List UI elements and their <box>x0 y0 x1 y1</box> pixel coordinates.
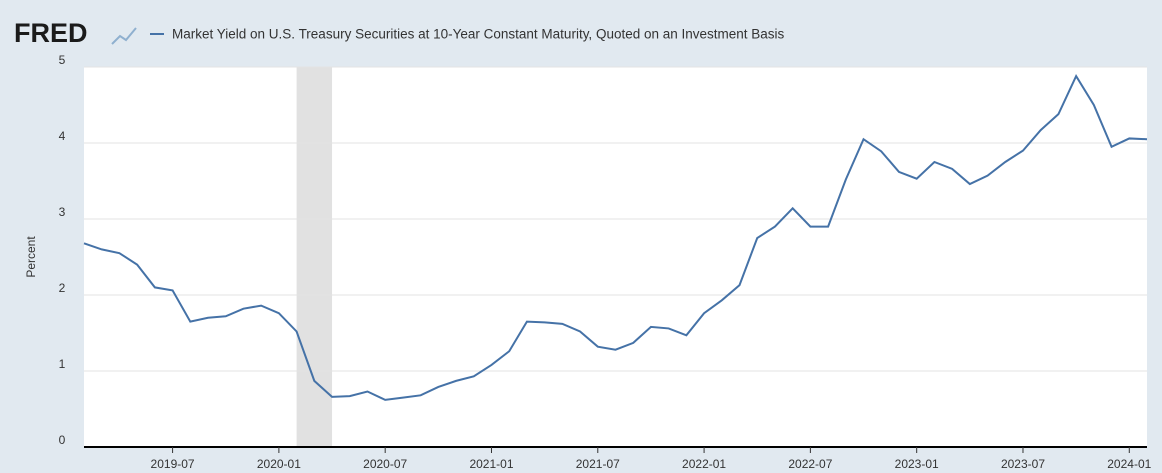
y-tick-label: 4 <box>59 129 66 143</box>
y-axis-label: Percent <box>24 236 38 278</box>
x-tick-label: 2024-01 <box>1107 457 1151 471</box>
y-tick-label: 1 <box>59 357 66 371</box>
x-tick-label: 2023-07 <box>1001 457 1045 471</box>
y-tick-label: 0 <box>59 433 66 447</box>
logo: FRED <box>14 18 88 48</box>
recession-shading <box>296 67 333 447</box>
x-tick-label: 2020-07 <box>363 457 407 471</box>
logo-icon <box>111 27 137 45</box>
x-tick-label: 2021-07 <box>576 457 620 471</box>
x-tick-label: 2022-07 <box>788 457 832 471</box>
series-line <box>83 74 1148 401</box>
y-tick-label: 5 <box>59 53 66 67</box>
legend-label: Market Yield on U.S. Treasury Securities… <box>172 27 785 42</box>
x-tick-label: 2022-01 <box>682 457 726 471</box>
x-tick-label: 2023-01 <box>895 457 939 471</box>
x-tick-label: 2019-07 <box>151 457 195 471</box>
y-tick-label: 3 <box>59 205 66 219</box>
x-tick-label: 2021-01 <box>469 457 513 471</box>
y-tick-label: 2 <box>59 281 66 295</box>
plot-area <box>84 67 1147 447</box>
x-tick-label: 2020-01 <box>257 457 301 471</box>
